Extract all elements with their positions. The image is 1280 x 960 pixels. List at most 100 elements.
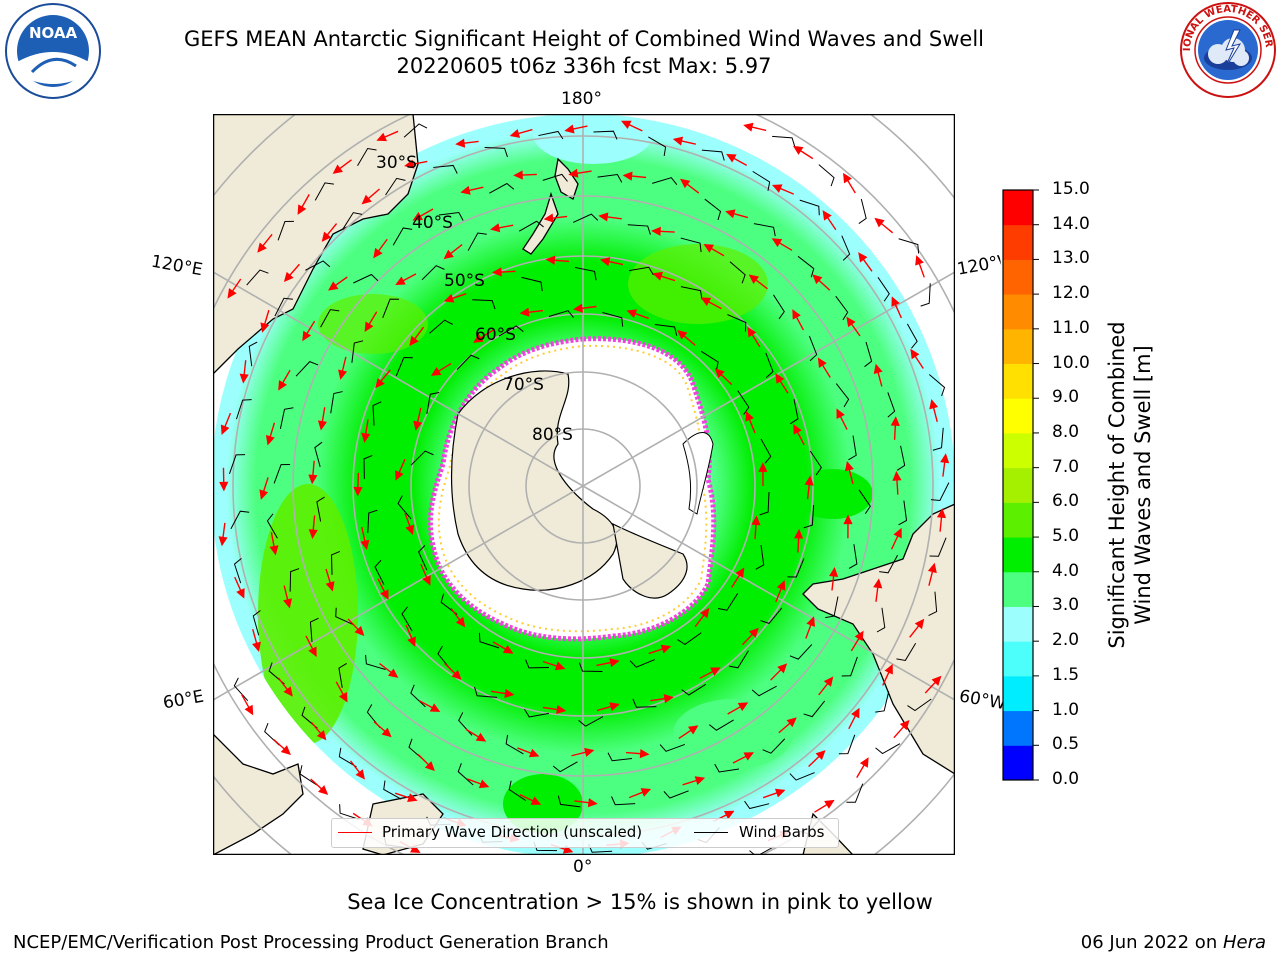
wind-barb — [876, 607, 886, 633]
wind-barb — [383, 780, 402, 800]
wind-barb — [248, 341, 258, 367]
wave-arrow — [940, 453, 950, 477]
wind-barb — [233, 677, 249, 702]
run-date: 06 Jun 2022 on Hera — [1081, 932, 1266, 953]
wave-arrow — [812, 274, 831, 291]
wave-arrow — [843, 514, 853, 539]
colorbar-label-line1: Significant Height of Combined — [1105, 321, 1129, 649]
wind-barb — [484, 146, 508, 158]
wind-barb — [374, 559, 385, 585]
wind-barb — [751, 685, 777, 697]
colorbar-segment — [1003, 537, 1033, 573]
wave-arrow — [778, 717, 797, 734]
wind-barb — [401, 606, 413, 632]
wave-arrow — [412, 208, 434, 221]
colorbar-tick-label: 14.0 — [1052, 213, 1090, 234]
wave-arrow — [490, 688, 515, 699]
wind-barb — [677, 632, 702, 646]
wind-barb — [648, 136, 667, 156]
wave-arrow — [490, 223, 514, 233]
wind-barb — [629, 266, 654, 276]
branch-credit: NCEP/EMC/Verification Post Processing Pr… — [13, 932, 609, 953]
colorbar-segment — [1003, 467, 1033, 503]
colorbar-segment — [1003, 641, 1033, 677]
south-america — [802, 503, 955, 775]
wind-barb — [228, 454, 246, 474]
wave-arrow — [473, 329, 494, 343]
wave-arrow — [252, 629, 261, 652]
lon-label-0: 0° — [573, 857, 593, 877]
wind-barb — [385, 177, 406, 196]
wave-arrow — [731, 567, 745, 588]
wave-arrow — [745, 411, 756, 434]
wind-barb — [773, 294, 785, 320]
wind-barb — [704, 198, 722, 221]
wave-arrow — [405, 624, 416, 647]
wind-barb — [858, 489, 871, 515]
wind-barb — [478, 632, 500, 649]
wind-barb — [787, 558, 805, 578]
wind-barb — [659, 743, 685, 752]
wind-barb — [928, 374, 946, 397]
wind-barb — [652, 177, 678, 186]
wave-arrow — [725, 209, 749, 219]
wave-arrow — [626, 309, 649, 320]
wind-barb — [744, 800, 770, 810]
wind-barb — [365, 654, 386, 670]
wave-arrow — [404, 159, 428, 169]
wave-arrow — [700, 297, 722, 310]
lon-label-120e: 120°E — [149, 251, 205, 281]
wave-core-indian — [258, 484, 358, 744]
wave-arrow — [543, 213, 568, 223]
wave-arrow — [302, 320, 316, 342]
wind-barb — [607, 752, 633, 762]
wave-arrow — [395, 458, 406, 481]
wind-barb — [803, 505, 815, 529]
wave-arrow — [542, 660, 566, 671]
wave-arrow — [234, 576, 245, 599]
wind-barb — [429, 319, 453, 334]
wind-barb — [338, 747, 357, 768]
wave-arrow — [844, 461, 854, 485]
wave-arrow — [377, 578, 389, 600]
wave-arrow — [361, 419, 371, 443]
wind-barb — [489, 182, 515, 194]
wind-barb — [789, 772, 815, 781]
wave-arrow — [542, 704, 567, 715]
wind-barb — [875, 691, 890, 713]
wave-arrow — [929, 398, 939, 422]
wave-arrow — [571, 747, 595, 757]
wave-arrow — [804, 475, 814, 500]
wind-barb — [472, 299, 496, 310]
wave-arrow — [376, 130, 399, 142]
wind-barb — [825, 596, 839, 619]
wind-barb — [339, 804, 360, 820]
wave-arrow — [846, 316, 861, 337]
wind-barb — [765, 352, 774, 378]
wind-barb — [728, 650, 749, 669]
wave-arrow — [829, 567, 839, 591]
colorbar-segment — [1003, 363, 1033, 399]
wave-arrow — [651, 226, 675, 236]
wave-arrow — [310, 778, 329, 795]
wind-barb — [818, 164, 835, 187]
wave-arrow — [277, 677, 293, 697]
wind-barb — [929, 537, 947, 557]
wind-barb — [342, 212, 363, 230]
wave-arrow — [741, 627, 759, 646]
colorbar-tick-label: 5.0 — [1052, 526, 1080, 547]
wind-barb — [403, 123, 428, 138]
wave-arrow — [924, 675, 942, 694]
wave-arrow — [814, 799, 835, 813]
wind-barb — [331, 550, 341, 575]
wave-arrow — [492, 267, 516, 277]
wind-barb — [602, 312, 624, 327]
lat-label-60s: 60°S — [475, 325, 516, 345]
wind-barb — [593, 130, 618, 140]
wave-arrow — [373, 238, 388, 259]
colorbar-tick-label: 9.0 — [1052, 387, 1080, 408]
wave-arrow — [409, 326, 425, 347]
wind-barb — [680, 286, 703, 300]
wind-barb — [701, 149, 725, 161]
lon-label-180: 180° — [561, 89, 602, 109]
